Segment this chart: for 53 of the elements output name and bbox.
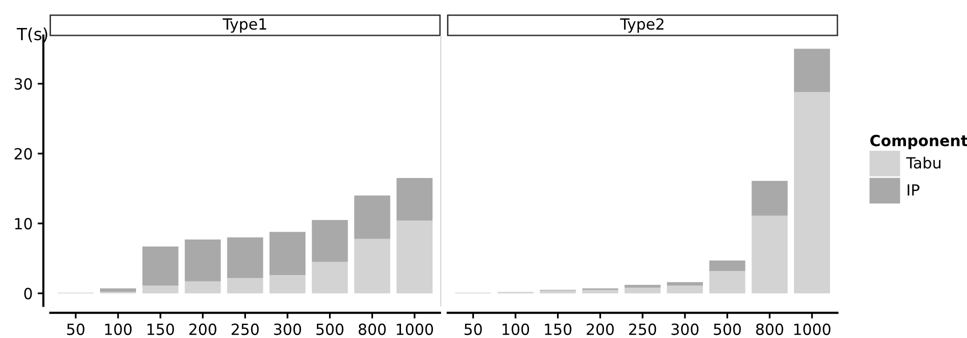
y-tick-label: 0 <box>24 288 32 300</box>
legend-label: IP <box>908 184 920 196</box>
x-tick-label: 150 <box>148 324 174 336</box>
x-tick-label: 200 <box>586 324 614 336</box>
x-tick-label: 250 <box>629 324 656 336</box>
bar <box>794 48 830 92</box>
bar <box>540 290 576 294</box>
x-tick-label: 150 <box>544 324 572 336</box>
bar <box>312 220 348 262</box>
x-tick-label: 300 <box>274 324 302 336</box>
x-tick-label: 200 <box>189 324 216 336</box>
bar <box>752 180 788 216</box>
bar <box>142 286 178 294</box>
bar <box>709 260 746 271</box>
bar <box>666 286 703 294</box>
chart-title: Type2 <box>620 18 664 33</box>
x-tick-label: 500 <box>316 324 344 336</box>
legend-label: Tabu <box>906 156 940 169</box>
bar <box>142 246 178 286</box>
bar <box>396 178 433 221</box>
bar <box>184 281 221 294</box>
bar <box>269 275 306 294</box>
bar <box>354 195 390 239</box>
bar <box>794 92 830 294</box>
bar <box>227 278 264 294</box>
x-tick-label: 1000 <box>794 324 830 336</box>
chart-title: Type1 <box>222 18 266 33</box>
bar <box>666 282 703 286</box>
x-tick-label: 300 <box>672 324 698 336</box>
x-tick-label: 100 <box>105 324 132 336</box>
x-tick-label: 800 <box>756 324 784 336</box>
bar <box>354 238 390 294</box>
bar <box>227 237 264 278</box>
bar <box>709 270 746 294</box>
x-tick-label: 800 <box>358 324 386 336</box>
y-tick-label: 30 <box>14 78 32 90</box>
bar <box>396 220 433 294</box>
bar <box>100 288 136 292</box>
x-tick-label: 50 <box>67 324 84 336</box>
x-tick-label: 1000 <box>396 324 433 336</box>
bar <box>269 232 306 276</box>
x-tick-label: 100 <box>502 324 530 336</box>
bar <box>624 288 661 294</box>
x-tick-label: 50 <box>464 324 482 336</box>
x-tick-label: 250 <box>232 324 259 336</box>
x-tick-label: 500 <box>714 324 741 336</box>
y-tick-label: 20 <box>14 148 32 160</box>
bar <box>752 216 788 294</box>
y-tick-label: 10 <box>15 218 32 230</box>
bar <box>312 262 348 294</box>
bar <box>582 290 618 294</box>
bar <box>184 240 221 282</box>
y-axis-title: T(s) <box>16 27 48 42</box>
